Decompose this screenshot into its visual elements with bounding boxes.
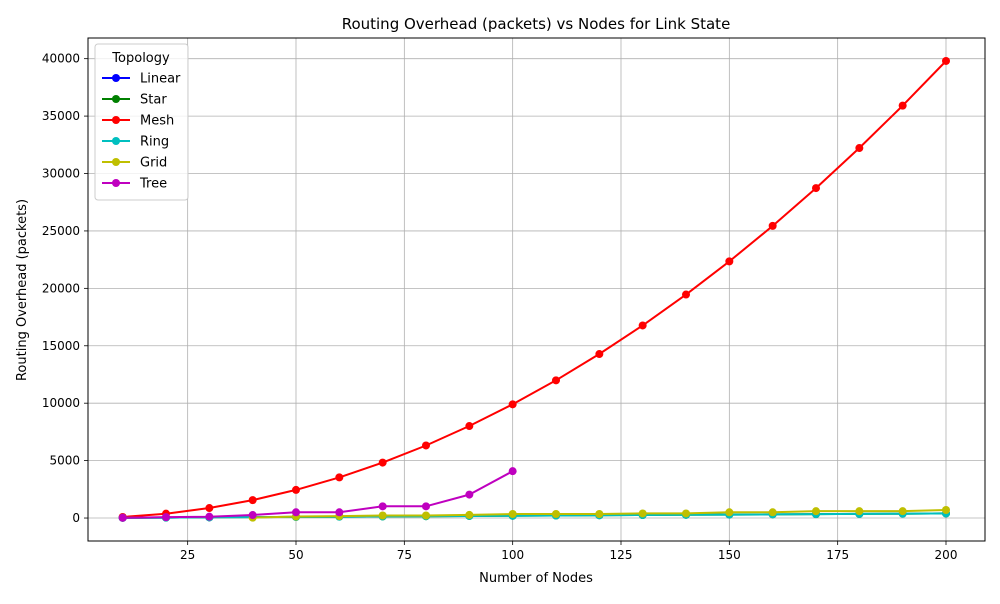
series-mesh [118, 56, 950, 521]
data-point-mesh [638, 321, 647, 330]
data-point-mesh [725, 257, 734, 266]
legend-label: Mesh [140, 114, 174, 129]
legend-swatch-marker [112, 137, 120, 145]
data-point-tree [335, 508, 344, 517]
legend-item-mesh: Mesh [102, 114, 174, 129]
data-point-mesh [552, 376, 560, 385]
data-point-tree [118, 513, 127, 522]
data-point-grid [768, 508, 777, 517]
x-tick-label: 75 [397, 548, 412, 562]
data-point-mesh [205, 504, 214, 513]
x-tick-label: 25 [180, 548, 195, 562]
data-point-mesh [378, 458, 387, 467]
legend-item-tree: Tree [102, 177, 167, 192]
legend-swatch-marker [112, 74, 120, 82]
data-point-grid [682, 509, 690, 518]
x-tick-label: 50 [288, 548, 303, 562]
legend-swatch-marker [112, 95, 120, 103]
data-point-tree [465, 490, 474, 499]
data-point-grid [855, 507, 864, 516]
data-point-tree [162, 513, 170, 522]
series-line-mesh [122, 60, 947, 518]
legend-title: Topology [111, 51, 170, 66]
data-point-grid [812, 507, 820, 516]
y-tick-label: 15000 [42, 339, 80, 353]
series-lines [118, 56, 950, 522]
data-point-mesh [292, 485, 300, 494]
data-point-tree [205, 512, 214, 521]
data-point-grid [378, 511, 387, 520]
legend-label: Star [140, 93, 167, 108]
y-axis-label: Routing Overhead (packets) [15, 199, 30, 381]
legend: Topology Linear Star Mesh Ring Grid Tree [94, 43, 189, 201]
data-point-mesh [898, 101, 907, 110]
x-axis-label: Number of Nodes [479, 571, 593, 586]
legend-label: Grid [140, 156, 167, 171]
y-tick-label: 5000 [49, 454, 80, 468]
data-point-mesh [942, 56, 950, 65]
x-tick-label: 175 [826, 548, 849, 562]
y-tick-label: 35000 [42, 109, 80, 123]
data-point-grid [552, 510, 560, 519]
data-point-grid [725, 508, 734, 517]
data-point-tree [422, 502, 430, 511]
data-point-mesh [508, 400, 517, 409]
legend-items: Linear Star Mesh Ring Grid Tree [102, 72, 181, 192]
x-tick-label: 100 [501, 548, 524, 562]
legend-item-ring: Ring [102, 135, 169, 150]
data-point-mesh [855, 144, 864, 153]
data-point-mesh [335, 473, 344, 482]
y-tick-label: 40000 [42, 52, 80, 66]
axis-ticks: 25 50 75 100 125 150 175 200 0 5000 10000 15000 2000… [42, 52, 958, 562]
data-point-mesh [465, 422, 474, 431]
data-point-mesh [812, 184, 820, 193]
legend-item-linear: Linear [102, 72, 181, 87]
legend-swatch-marker [112, 179, 120, 187]
chart-title: Routing Overhead (packets) vs Nodes for … [342, 15, 731, 33]
data-point-grid [942, 505, 950, 514]
data-point-tree [292, 508, 300, 517]
data-point-mesh [595, 350, 604, 359]
y-tick-label: 20000 [42, 281, 80, 295]
data-point-tree [508, 467, 517, 476]
legend-label: Linear [140, 72, 181, 87]
data-point-grid [898, 507, 907, 516]
plot-frame [87, 37, 986, 542]
legend-label: Ring [140, 135, 169, 150]
data-point-grid [508, 510, 517, 519]
data-point-mesh [768, 221, 777, 230]
data-point-grid [465, 510, 474, 519]
data-point-mesh [422, 441, 430, 450]
x-tick-label: 150 [718, 548, 741, 562]
x-tick-label: 125 [610, 548, 633, 562]
data-point-mesh [682, 290, 690, 299]
series-grid [248, 505, 950, 522]
series-line-tree [122, 470, 514, 519]
series-tree [118, 467, 517, 522]
data-point-mesh [248, 496, 257, 505]
y-tick-label: 10000 [42, 396, 80, 410]
legend-swatch-marker [112, 116, 120, 124]
legend-swatch-marker [112, 158, 120, 166]
legend-item-grid: Grid [102, 156, 167, 171]
legend-item-star: Star [102, 93, 167, 108]
x-tick-label: 200 [935, 548, 958, 562]
data-point-tree [378, 502, 387, 511]
legend-label: Tree [139, 177, 167, 192]
data-point-grid [422, 511, 430, 520]
data-point-grid [638, 509, 647, 518]
y-tick-label: 25000 [42, 224, 80, 238]
y-tick-label: 0 [72, 511, 80, 525]
y-tick-label: 30000 [42, 167, 80, 181]
data-point-tree [248, 511, 257, 520]
data-point-grid [595, 510, 604, 519]
